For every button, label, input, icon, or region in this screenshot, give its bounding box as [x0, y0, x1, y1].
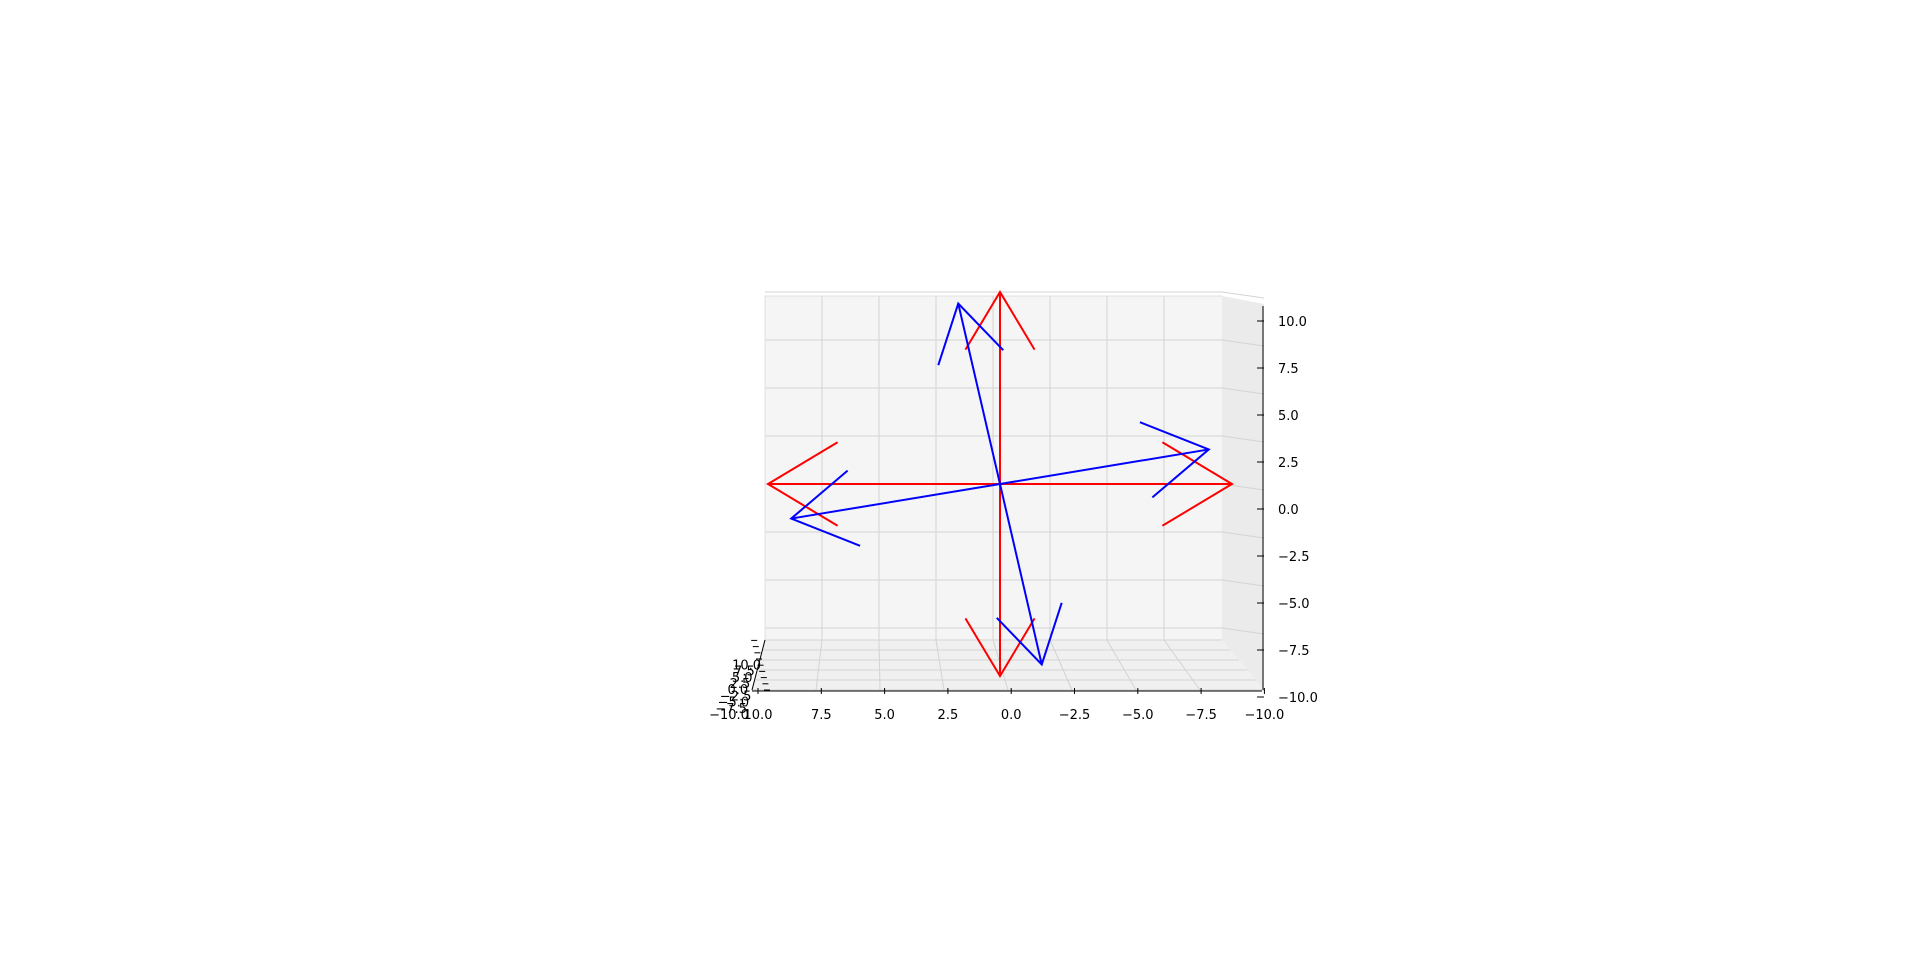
z-tick-label: −2.5 — [1278, 550, 1310, 565]
y-tick-label: 2.5 — [730, 677, 751, 692]
y-tick-label: 7.5 — [734, 665, 755, 680]
x-tick-label: 5.0 — [874, 708, 895, 723]
z-tick-label: 5.0 — [1278, 409, 1299, 424]
z-tick-label: 2.5 — [1278, 456, 1299, 471]
y-tick-label: 5.0 — [732, 671, 753, 686]
y-tick-label: −10.0 — [709, 708, 749, 723]
x-tick-label: −10.0 — [1244, 708, 1284, 723]
x-tick-labels: 10.0 7.5 5.0 2.5 0.0 −2.5 −5.0 −7.5 −10.0 — [744, 688, 1284, 723]
vector-head — [1139, 421, 1211, 499]
side-grid-line — [1221, 339, 1265, 347]
x-tick-label: −2.5 — [1059, 708, 1091, 723]
floor-grid-line — [1163, 639, 1201, 691]
side-grid-line — [1221, 387, 1265, 395]
z-tick-label: −10.0 — [1278, 691, 1318, 706]
x-tick-label: −7.5 — [1185, 708, 1217, 723]
side-grid-line — [1221, 291, 1265, 299]
vector-head — [937, 301, 1004, 366]
floor-grid-line — [815, 639, 823, 691]
floor-grid-line — [935, 639, 945, 691]
y-tick-label: −5.0 — [718, 696, 750, 711]
vector-head — [964, 290, 1036, 351]
x-tick-label: 0.0 — [1001, 708, 1022, 723]
pane-edge — [764, 295, 1222, 640]
y-tick-label: 10.0 — [732, 658, 761, 673]
z-tick-label: 0.0 — [1278, 503, 1299, 518]
side-grid-line — [1221, 579, 1265, 587]
side-grid-line — [1221, 627, 1265, 635]
vector-shaft — [999, 483, 1043, 665]
vector-shaft — [791, 483, 1001, 520]
x-tick-label: −5.0 — [1122, 708, 1154, 723]
side-grid-line — [1221, 435, 1265, 443]
z-tick-label: 10.0 — [1278, 315, 1307, 330]
vector-shaft — [957, 303, 1001, 485]
x-tick-label: 7.5 — [811, 708, 832, 723]
vector-head — [964, 617, 1036, 678]
vector-head — [789, 469, 861, 547]
right-pane — [1222, 296, 1264, 690]
y-tick-label: −2.5 — [720, 689, 752, 704]
floor-grid-line — [878, 639, 881, 691]
grid-lines — [751, 291, 1265, 691]
floor-grid-line — [1049, 639, 1073, 691]
z-tick-label: −5.0 — [1278, 597, 1310, 612]
vector-shaft — [999, 448, 1209, 485]
x-tick-label: 2.5 — [938, 708, 959, 723]
y-tick-label: 0.0 — [727, 683, 748, 698]
z-tick-labels: 10.0 7.5 5.0 2.5 0.0 −2.5 −5.0 −7.5 −10.0 — [1257, 315, 1318, 706]
side-grid-line — [1221, 531, 1265, 539]
y-tick-labels: −10.0−7.5−5.0−2.50.02.55.07.510.0 — [709, 639, 770, 723]
quiver-vectors — [766, 290, 1234, 678]
vector-head — [766, 441, 839, 527]
z-tick-label: −7.5 — [1278, 644, 1310, 659]
vector-head — [996, 602, 1063, 667]
floor-pane — [752, 640, 1264, 690]
floor-grid-line — [1106, 639, 1137, 691]
x-tick-label: 10.0 — [744, 708, 773, 723]
y-tick-label: −7.5 — [715, 702, 747, 717]
vector-head — [1161, 441, 1234, 527]
z-tick-label: 7.5 — [1278, 362, 1299, 377]
